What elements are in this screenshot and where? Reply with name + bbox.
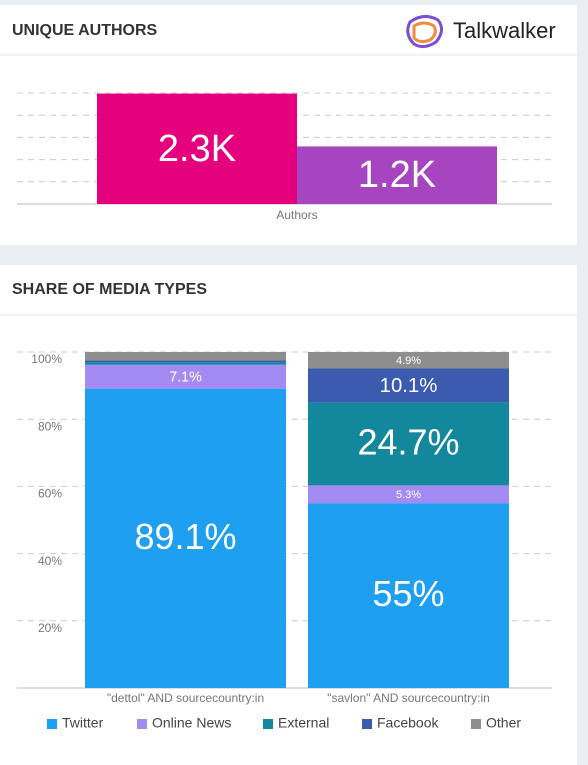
legend-label: Twitter bbox=[62, 715, 104, 731]
bar-segment bbox=[85, 364, 286, 389]
value-label: 10.1% bbox=[380, 375, 438, 397]
bar-segment bbox=[85, 362, 286, 365]
y-tick-label: 20% bbox=[38, 621, 62, 635]
bar-segment bbox=[85, 352, 286, 361]
value-label: 5.3% bbox=[396, 489, 421, 501]
x-tick-label: Authors bbox=[276, 208, 317, 222]
value-label: 24.7% bbox=[357, 421, 459, 462]
bar bbox=[297, 146, 497, 204]
brand: Talkwalker bbox=[453, 18, 556, 43]
logo: Talkwalker bbox=[406, 15, 556, 49]
value-label: 2.3K bbox=[158, 128, 236, 170]
legend-swatch bbox=[137, 719, 147, 729]
bar-segment bbox=[308, 368, 509, 403]
bar-segment bbox=[85, 360, 286, 363]
legend-label: Facebook bbox=[377, 715, 439, 731]
y-tick-label: 40% bbox=[38, 554, 62, 568]
value-label: 89.1% bbox=[134, 516, 236, 557]
x-tick-label: "savlon" AND sourcecountry:in bbox=[327, 691, 490, 705]
legend-label: External bbox=[278, 715, 329, 731]
y-tick-label: 100% bbox=[31, 352, 62, 366]
legend-swatch bbox=[362, 719, 372, 729]
card-title: UNIQUE AUTHORS bbox=[12, 22, 158, 39]
y-tick-label: 60% bbox=[38, 487, 62, 501]
bar-segment bbox=[308, 503, 509, 688]
bar-segment bbox=[85, 388, 286, 688]
legend-swatch bbox=[47, 719, 57, 729]
value-label: 4.9% bbox=[396, 355, 421, 367]
value-label: 7.1% bbox=[169, 369, 202, 385]
legend-swatch bbox=[263, 719, 273, 729]
legend-swatch bbox=[471, 719, 481, 729]
bar bbox=[97, 93, 297, 204]
value-label: 55% bbox=[372, 573, 444, 614]
bar-segment bbox=[308, 485, 509, 504]
y-tick-label: 80% bbox=[38, 419, 62, 433]
card-title: SHARE OF MEDIA TYPES bbox=[12, 281, 207, 298]
bar-segment bbox=[308, 352, 509, 369]
value-label: 1.2K bbox=[358, 154, 436, 196]
bar-segment bbox=[308, 402, 509, 486]
legend-label: Other bbox=[486, 715, 521, 731]
legend-label: Online News bbox=[152, 715, 231, 731]
x-tick-label: "dettol" AND sourcecountry:in bbox=[107, 691, 264, 705]
